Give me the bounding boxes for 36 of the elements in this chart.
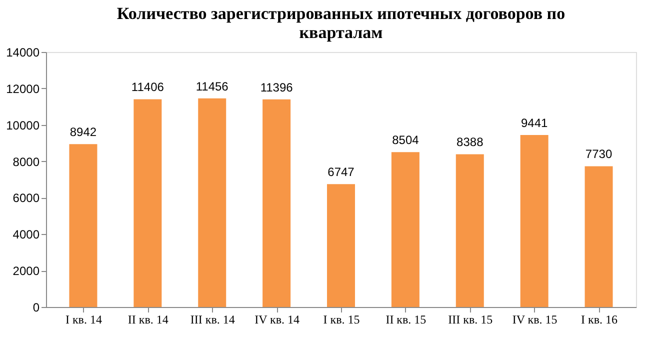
data-label: 8942: [70, 125, 97, 140]
y-tick-label: 2000: [12, 264, 40, 278]
y-tick-label: 12000: [6, 82, 40, 96]
data-label: 9441: [520, 116, 548, 130]
x-tick-label: I кв. 14: [65, 312, 102, 326]
y-tick-label: 6000: [12, 191, 40, 206]
bar: [262, 99, 291, 307]
x-tick-label: III кв. 14: [190, 312, 235, 326]
bar: [327, 184, 355, 307]
x-tick-label: III кв. 15: [448, 312, 493, 326]
y-tick-label: 4000: [12, 228, 40, 242]
bar: [456, 154, 484, 307]
bar: [520, 135, 548, 307]
data-label: 6747: [328, 165, 355, 180]
bar: [198, 98, 226, 307]
x-tick-label: IV кв. 15: [512, 312, 558, 326]
x-tick-label: II кв. 14: [128, 312, 168, 326]
data-label: 11396: [260, 80, 294, 94]
x-tick-label: IV кв. 14: [254, 312, 300, 326]
x-tick-label: I кв. 15: [323, 312, 360, 326]
y-tick-label: 10000: [6, 118, 40, 132]
bar: [391, 152, 420, 307]
x-tick-label: I кв. 16: [581, 312, 618, 326]
x-tick-label: II кв. 15: [386, 312, 426, 326]
y-tick-label: 0: [32, 300, 40, 314]
y-tick-label: 8000: [12, 154, 40, 169]
data-label: 11456: [196, 79, 229, 94]
data-label: 7730: [585, 147, 612, 162]
chart-title: Количество зарегистрированных ипотечных договоров по кварталам: [116, 4, 566, 42]
y-tick-label: 14000: [6, 46, 40, 60]
bar: [69, 144, 98, 307]
data-label: 8504: [392, 133, 420, 148]
bar: [584, 166, 613, 307]
bar: [134, 99, 162, 307]
data-label: 8388: [456, 135, 484, 150]
data-label: 11406: [131, 80, 164, 94]
